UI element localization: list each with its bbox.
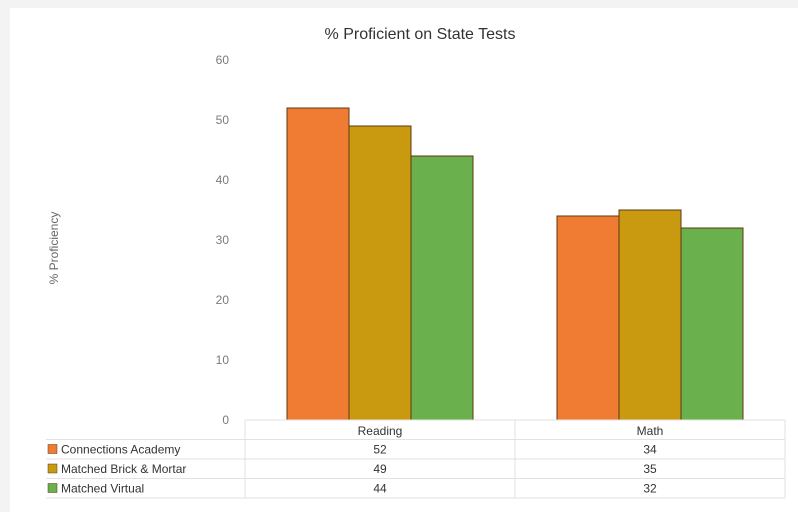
chart-svg: % Proficient on State Tests % Proficienc… xyxy=(46,26,786,499)
category-label: Reading xyxy=(358,424,403,438)
data-table-cell: 52 xyxy=(373,443,387,457)
chart-title: % Proficient on State Tests xyxy=(325,26,516,43)
bar xyxy=(680,227,744,421)
data-table-cell: 35 xyxy=(643,462,657,476)
data-table-cell: 34 xyxy=(643,443,657,457)
legend-label: Matched Brick & Mortar xyxy=(61,462,186,476)
bar xyxy=(348,125,412,421)
data-table: Reading Math Connections Academy 52 34 Matche… xyxy=(46,419,786,499)
legend-label: Connections Academy xyxy=(61,443,180,457)
legend-swatch xyxy=(47,463,58,474)
y-tick-label: 0 xyxy=(222,413,229,427)
y-axis-label: % Proficiency xyxy=(47,212,61,285)
y-tick-label: 30 xyxy=(216,233,230,247)
y-tick-label: 60 xyxy=(216,53,230,67)
bars xyxy=(245,107,785,421)
chart: % Proficient on State Tests % Proficienc… xyxy=(10,8,798,512)
bar xyxy=(618,209,682,421)
bar xyxy=(556,215,620,421)
data-table-cell: 32 xyxy=(643,482,657,496)
data-table-cell: 44 xyxy=(373,482,387,496)
legend-label: Matched Virtual xyxy=(61,482,144,496)
y-tick-label: 10 xyxy=(216,353,230,367)
y-tick-label: 20 xyxy=(216,293,230,307)
y-axis-ticks: 0 10 20 30 40 50 60 xyxy=(216,53,230,427)
bar xyxy=(410,155,474,421)
bar xyxy=(286,107,350,421)
category-label: Math xyxy=(637,424,664,438)
legend-swatch xyxy=(47,483,58,493)
y-tick-label: 50 xyxy=(216,113,230,127)
legend-swatch xyxy=(47,444,58,454)
y-tick-label: 40 xyxy=(216,173,230,187)
data-table-cell: 49 xyxy=(373,462,387,476)
